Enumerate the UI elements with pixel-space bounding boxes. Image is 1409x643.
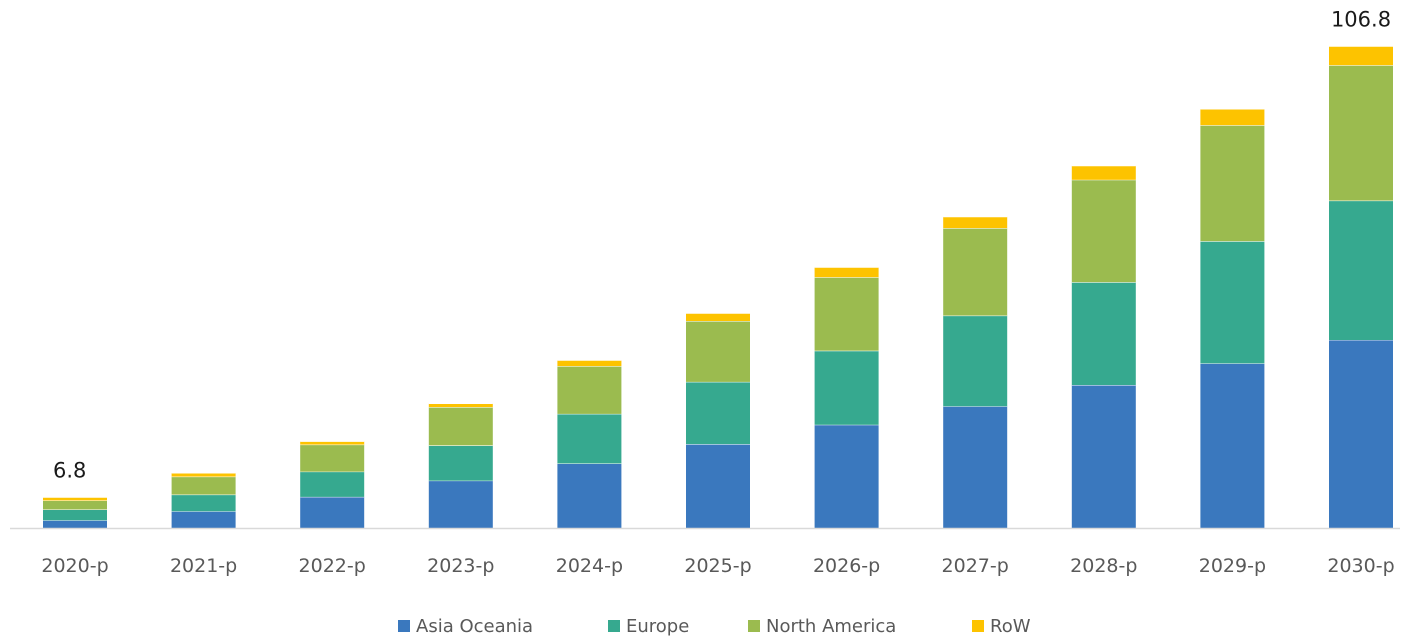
bar-segment-2028-p-europe: [1071, 282, 1136, 385]
legend-label: North America: [766, 616, 896, 637]
bar-segment-2026-p-row: [814, 267, 879, 278]
x-tick-label: 2025-p: [684, 555, 751, 577]
x-tick-label: 2028-p: [1070, 555, 1137, 577]
legend-swatch-row: [972, 620, 984, 632]
bar-segment-2026-p-europe: [814, 350, 879, 425]
bar-segment-2023-p-europe: [428, 445, 493, 481]
bar-segment-2023-p-row: [428, 403, 493, 408]
x-tick-label: 2026-p: [813, 555, 880, 577]
bar-segment-2029-p-north-america: [1200, 125, 1265, 242]
bar-segment-2023-p-asia-oceania: [428, 480, 493, 528]
bar-segment-2025-p-row: [686, 313, 750, 321]
bar-segment-2023-p-north-america: [428, 407, 493, 446]
x-tick-label: 2021-p: [170, 555, 237, 577]
x-tick-label: 2022-p: [299, 555, 366, 577]
bar-segment-2022-p-europe: [300, 471, 365, 497]
legend-label: Asia Oceania: [416, 616, 533, 637]
bar-segment-2030-p-asia-oceania: [1329, 339, 1393, 528]
bar-segment-2024-p-europe: [557, 413, 622, 464]
bar-segment-2030-p-north-america: [1329, 65, 1393, 201]
x-tick-label: 2024-p: [556, 555, 623, 577]
bar-segment-2020-p-europe: [43, 509, 107, 521]
bar-segment-2027-p-asia-oceania: [943, 406, 1008, 528]
legend: Asia Oceania Europe North America RoW: [398, 616, 1031, 637]
bar-segment-2030-p-row: [1329, 46, 1393, 66]
legend-swatch-asia-oceania: [398, 620, 410, 632]
bar-segment-2022-p-row: [300, 441, 365, 445]
bars-layer: [43, 45, 1393, 528]
data-label-total: 6.8: [53, 458, 86, 482]
legend-swatch-europe: [608, 620, 620, 632]
bar-segment-2028-p-row: [1071, 165, 1136, 180]
bar-segment-2025-p-asia-oceania: [686, 444, 750, 528]
data-labels: 6.8 106.8: [53, 7, 1391, 482]
bar-segment-2027-p-europe: [943, 315, 1008, 407]
bar-segment-2021-p-north-america: [171, 476, 236, 495]
x-tick-label: 2023-p: [427, 555, 494, 577]
x-tick-label: 2027-p: [942, 555, 1009, 577]
legend-label: RoW: [990, 616, 1031, 637]
bar-segment-2020-p-north-america: [43, 500, 107, 510]
bar-segment-2028-p-asia-oceania: [1071, 385, 1136, 528]
legend-label: Europe: [626, 616, 689, 637]
bar-segment-2029-p-row: [1200, 109, 1265, 126]
x-tick-label: 2030-p: [1327, 555, 1394, 577]
bar-segment-2025-p-north-america: [686, 321, 750, 382]
legend-swatch-north-america: [748, 620, 760, 632]
bar-segment-2022-p-north-america: [300, 444, 365, 472]
x-tick-label: 2029-p: [1199, 555, 1266, 577]
bar-segment-2025-p-europe: [686, 381, 750, 445]
bar-segment-2021-p-row: [171, 473, 236, 477]
bar-segment-2028-p-north-america: [1071, 179, 1136, 283]
bar-segment-2021-p-asia-oceania: [171, 511, 236, 528]
bar-segment-2024-p-row: [557, 360, 622, 367]
x-tick-label: 2020-p: [41, 555, 108, 577]
bar-segment-2020-p-row: [43, 497, 107, 501]
bar-segment-2029-p-asia-oceania: [1200, 363, 1265, 528]
bar-segment-2027-p-row: [943, 216, 1008, 229]
bar-segment-2026-p-north-america: [814, 277, 879, 351]
x-axis-ticks: 2020-p 2021-p 2022-p 2023-p 2024-p 2025-p 2026…: [41, 555, 1394, 577]
bar-segment-2024-p-asia-oceania: [557, 463, 622, 528]
data-label-total: 106.8: [1331, 7, 1391, 31]
bar-segment-2029-p-europe: [1200, 241, 1265, 364]
bar-segment-2021-p-europe: [171, 494, 236, 512]
bar-segment-2030-p-europe: [1329, 200, 1393, 340]
bar-segment-2027-p-north-america: [943, 228, 1008, 316]
bar-segment-2022-p-asia-oceania: [300, 496, 365, 528]
bar-segment-2024-p-north-america: [557, 366, 622, 414]
bar-segment-2026-p-asia-oceania: [814, 424, 879, 528]
bar-segment-2020-p-asia-oceania: [43, 520, 107, 528]
